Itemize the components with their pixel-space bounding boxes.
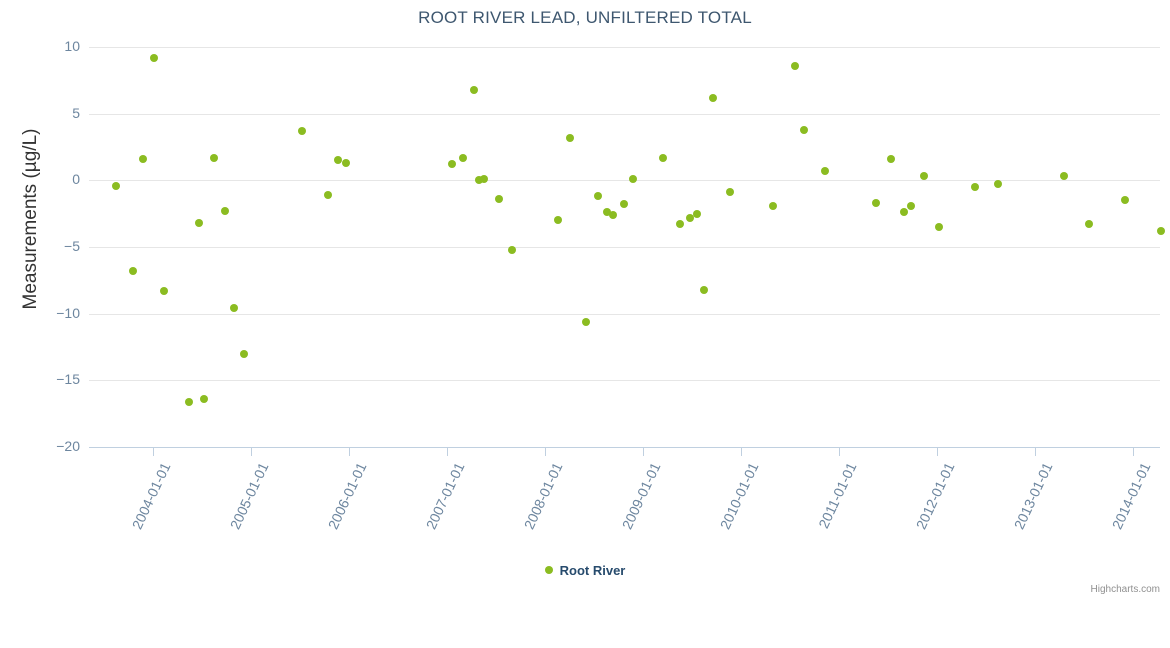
data-point[interactable]: [508, 245, 517, 254]
x-tick-label: 2013-01-01: [1010, 460, 1056, 532]
data-point[interactable]: [872, 199, 881, 207]
x-tick: [1133, 447, 1135, 456]
x-tick: [251, 447, 253, 456]
x-tick-label: 2011-01-01: [815, 460, 860, 531]
x-tick: [349, 447, 351, 456]
data-point[interactable]: [699, 285, 708, 294]
x-tick-label: 2007-01-01: [422, 460, 468, 532]
y-tick-label: −20: [56, 438, 80, 454]
data-point[interactable]: [139, 155, 148, 163]
data-point[interactable]: [581, 317, 590, 326]
data-point[interactable]: [676, 220, 685, 229]
data-point[interactable]: [935, 223, 944, 231]
data-point[interactable]: [692, 209, 701, 218]
x-tick: [447, 447, 449, 456]
data-point[interactable]: [1120, 196, 1129, 205]
x-tick: [839, 447, 841, 456]
data-point[interactable]: [566, 133, 575, 142]
data-point[interactable]: [200, 395, 209, 403]
x-tick-label: 2006-01-01: [324, 460, 370, 532]
credits-watermark[interactable]: Highcharts.com: [1090, 584, 1160, 595]
y-tick-label: −15: [56, 371, 80, 388]
gridline: [89, 180, 1160, 182]
data-point[interactable]: [608, 211, 617, 219]
data-point[interactable]: [725, 188, 734, 197]
x-tick: [643, 447, 645, 456]
x-tick-label: 2009-01-01: [618, 460, 664, 532]
chart-container: ROOT RIVER LEAD, UNFILTERED TOTAL Measur…: [0, 8, 1170, 595]
data-point[interactable]: [993, 180, 1002, 189]
y-tick-label: −5: [64, 238, 80, 254]
data-point[interactable]: [554, 216, 563, 225]
x-tick: [1035, 447, 1037, 456]
x-tick-label: 2010-01-01: [716, 460, 762, 532]
data-point[interactable]: [920, 172, 929, 181]
data-point[interactable]: [333, 156, 342, 165]
data-point[interactable]: [230, 304, 239, 313]
data-point[interactable]: [298, 127, 307, 135]
gridline: [89, 247, 1160, 248]
data-point[interactable]: [220, 207, 229, 215]
gridline: [89, 313, 1160, 315]
data-point[interactable]: [475, 176, 484, 185]
legend-item-label[interactable]: Root River: [559, 563, 626, 579]
data-point[interactable]: [209, 153, 218, 162]
data-point[interactable]: [1157, 227, 1166, 235]
y-tick-label: −10: [56, 304, 80, 321]
data-point[interactable]: [900, 208, 909, 217]
x-tick: [937, 447, 938, 456]
data-point[interactable]: [887, 155, 896, 163]
data-point[interactable]: [800, 125, 809, 134]
data-point[interactable]: [495, 195, 504, 203]
data-point[interactable]: [458, 153, 467, 162]
legend-marker-icon: [544, 565, 553, 574]
x-tick: [741, 447, 743, 456]
data-point[interactable]: [111, 181, 120, 190]
data-point[interactable]: [129, 267, 138, 275]
data-point[interactable]: [324, 191, 333, 199]
gridline: [89, 113, 1160, 115]
x-tick-label: 2012-01-01: [912, 460, 958, 532]
data-point[interactable]: [790, 61, 799, 70]
data-point[interactable]: [629, 175, 638, 183]
data-point[interactable]: [185, 397, 194, 406]
y-axis-title: Measurements (µg/L): [20, 128, 41, 310]
data-point[interactable]: [150, 53, 159, 62]
y-tick-label: 0: [72, 171, 80, 188]
gridline: [89, 47, 1160, 48]
plot-area: [89, 47, 1166, 448]
y-tick-label: 10: [64, 38, 80, 54]
data-point[interactable]: [709, 93, 718, 102]
y-tick-label: 5: [72, 104, 80, 121]
gridline: [89, 380, 1160, 382]
x-tick-label: 2005-01-01: [226, 460, 272, 532]
data-point[interactable]: [821, 167, 830, 175]
x-axis-line: [89, 447, 1160, 448]
data-point[interactable]: [658, 153, 667, 162]
data-point[interactable]: [769, 201, 778, 210]
x-tick-label: 2014-01-01: [1108, 460, 1154, 532]
chart-legend[interactable]: Root River: [0, 562, 1170, 578]
data-point[interactable]: [480, 175, 489, 183]
data-point[interactable]: [341, 159, 350, 167]
data-point[interactable]: [906, 201, 915, 210]
data-point[interactable]: [619, 200, 628, 209]
data-point[interactable]: [1084, 220, 1093, 229]
data-point[interactable]: [603, 208, 612, 217]
data-point[interactable]: [593, 192, 602, 201]
data-point[interactable]: [194, 219, 203, 227]
data-point[interactable]: [970, 183, 979, 191]
x-tick: [545, 447, 546, 456]
data-point[interactable]: [159, 287, 168, 295]
data-point[interactable]: [1060, 172, 1069, 181]
chart-title: ROOT RIVER LEAD, UNFILTERED TOTAL: [418, 8, 752, 27]
data-point[interactable]: [448, 160, 457, 169]
data-point[interactable]: [469, 85, 478, 94]
x-tick-label: 2004-01-01: [128, 460, 174, 532]
x-tick-label: 2008-01-01: [520, 460, 566, 532]
data-point[interactable]: [239, 349, 248, 358]
x-tick: [153, 447, 154, 456]
data-point[interactable]: [686, 213, 695, 222]
